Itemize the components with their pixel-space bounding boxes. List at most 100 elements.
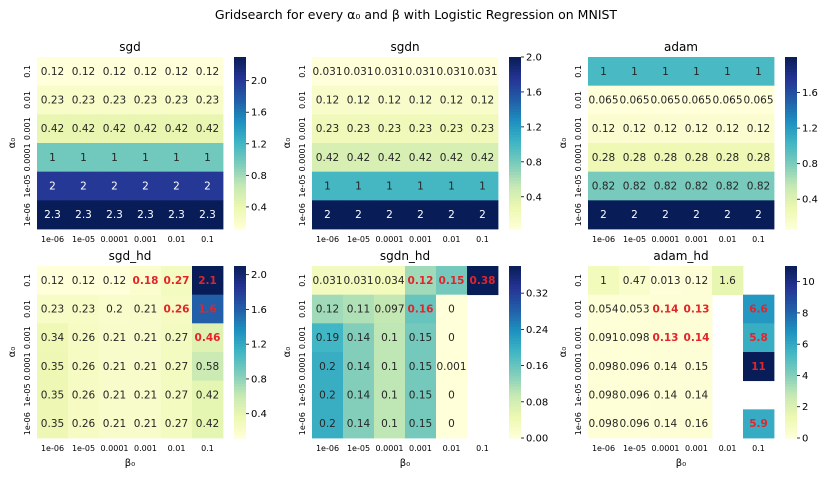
colorbar-segment — [785, 346, 797, 350]
colorbar-segment — [509, 71, 521, 75]
heatmap-cell — [161, 266, 193, 296]
heatmap-cell — [405, 171, 437, 201]
colorbar-segment — [234, 266, 246, 270]
colorbar-segment — [785, 291, 797, 296]
colorbar-segment — [509, 420, 521, 425]
colorbar-segment — [234, 309, 246, 313]
cell-label: 0.054 — [588, 304, 618, 316]
colorbar-tick-label: 0.4 — [526, 192, 542, 203]
colorbar-segment — [509, 300, 521, 304]
colorbar-segment — [234, 191, 246, 196]
colorbar-segment — [785, 62, 797, 67]
colorbar-segment — [234, 277, 246, 281]
colorbar-tick-label: 10 — [802, 277, 815, 288]
y-tick-label: 0.0001 — [298, 352, 307, 380]
colorbar-segment — [509, 346, 521, 350]
cell-label: 0.12 — [471, 95, 494, 107]
colorbar-segment — [785, 200, 797, 204]
colorbar-segment — [785, 168, 797, 173]
cell-label: 0.12 — [72, 66, 95, 78]
x-tick-label: 0.1 — [201, 235, 214, 244]
cell-label: 0.27 — [165, 390, 188, 402]
colorbar-segment — [785, 329, 797, 333]
heatmap-cell — [68, 294, 100, 324]
colorbar-segment — [234, 291, 246, 296]
colorbar-segment — [785, 297, 797, 301]
y-axis-label: α₀ — [7, 138, 18, 149]
colorbar-segment — [509, 122, 521, 127]
heatmap-cell — [588, 409, 620, 439]
colorbar-segment — [785, 286, 797, 290]
heatmap-cell — [712, 57, 744, 87]
cell-label: 0.2 — [319, 418, 336, 430]
cell-label: 0.098 — [588, 390, 618, 402]
heatmap-cell — [130, 352, 162, 382]
cell-label: 0.21 — [134, 390, 157, 402]
heatmap-cell — [619, 294, 651, 324]
y-tick-label: 0.1 — [298, 274, 307, 287]
cell-label: 1 — [324, 181, 331, 193]
heatmap-cell — [467, 143, 499, 173]
heatmap-cell — [99, 409, 131, 439]
heatmap-cell — [374, 409, 406, 439]
x-tick-label: 0.0001 — [652, 235, 680, 244]
heatmap-cell — [712, 85, 744, 115]
heatmap-cell — [161, 85, 193, 115]
colorbar-segment — [509, 268, 521, 273]
cell-label: 0 — [448, 390, 455, 402]
cell-label: 0.034 — [374, 275, 404, 287]
y-tick-label: 0.001 — [574, 117, 583, 140]
x-axis-label: β₀ — [400, 458, 410, 469]
colorbar-segment — [785, 57, 797, 61]
heatmap-cell — [436, 200, 468, 230]
colorbar-segment — [509, 343, 521, 347]
heatmap-cell — [161, 143, 193, 173]
colorbar-segment — [234, 432, 246, 436]
heatmap-cell — [619, 352, 651, 382]
colorbar-segment — [509, 131, 521, 135]
colorbar-segment — [509, 286, 521, 290]
colorbar-segment — [785, 288, 797, 293]
colorbar-tick-label: 0 — [802, 434, 808, 445]
colorbar-segment — [785, 120, 797, 124]
colorbar-segment — [785, 311, 797, 316]
heatmap-cell — [467, 171, 499, 201]
heatmap-cell — [650, 57, 682, 87]
x-tick-label: 1e-06 — [316, 444, 339, 453]
colorbar-segment — [785, 400, 797, 405]
heatmap-cell — [37, 294, 69, 324]
colorbar-segment — [234, 406, 246, 410]
cell-label: 0.23 — [378, 123, 401, 135]
x-tick-label: 0.0001 — [101, 235, 129, 244]
colorbar-segment — [234, 226, 246, 230]
heatmap-cell — [619, 380, 651, 410]
heatmap-cell — [436, 57, 468, 87]
cell-label: 0.27 — [165, 332, 188, 344]
colorbar-segment — [234, 409, 246, 413]
colorbar-segment — [234, 392, 246, 396]
colorbar-segment — [785, 143, 797, 147]
heatmap-cell — [405, 114, 437, 144]
heatmap-panel-sgdn_hd: sgdn_hd0.031 0.031 0.034 0.12 0.15 0.380.12 0.… — [282, 249, 548, 469]
colorbar-segment — [509, 331, 521, 336]
x-tick-label: 0.1 — [201, 444, 214, 453]
colorbar-segment — [234, 71, 246, 75]
colorbar-segment — [509, 191, 521, 196]
cell-label: 0.14 — [347, 390, 371, 402]
heatmap-cell — [405, 352, 437, 382]
y-tick-label: 1e-06 — [23, 412, 32, 435]
colorbar-segment — [785, 380, 797, 385]
colorbar-segment — [509, 74, 521, 78]
heatmap-cell — [99, 352, 131, 382]
colorbar-segment — [234, 174, 246, 178]
cell-label: 0.15 — [409, 361, 432, 373]
heatmap-cell — [161, 114, 193, 144]
colorbar-tick-label: 4 — [802, 371, 808, 382]
cell-label: 0.23 — [347, 123, 370, 135]
colorbar-segment — [785, 59, 797, 64]
colorbar-segment — [234, 211, 246, 216]
colorbar-segment — [234, 283, 246, 287]
cell-label: 0.27 — [164, 275, 190, 287]
cell-label: 0.14 — [654, 390, 678, 402]
